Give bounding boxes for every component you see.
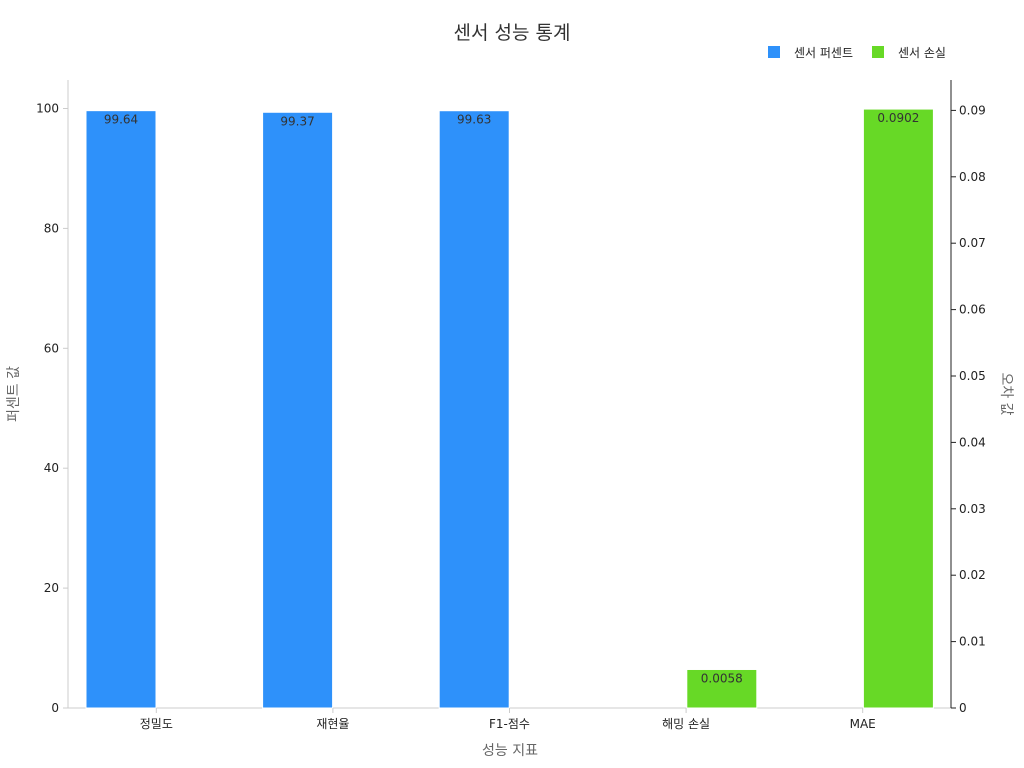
right-tick-label: 0.04 (959, 435, 986, 449)
legend-swatch-percent (768, 46, 780, 58)
bar-value-label: 99.37 (280, 114, 314, 128)
x-tick-label: 해밍 손실 (662, 717, 710, 731)
x-axis-title: 성능 지표 (482, 743, 538, 759)
x-axis-ticks: 정밀도 재현율 F1-점수 해밍 손실 MAE (140, 708, 876, 731)
bar-percent (262, 111, 334, 709)
legend-label-loss: 센서 손실 (898, 46, 946, 60)
bar-value-label: 0.0902 (877, 111, 919, 125)
right-tick-label: 0.06 (959, 303, 986, 317)
x-tick-label: 재현율 (316, 717, 349, 731)
left-tick-label: 60 (44, 341, 59, 355)
left-tick-label: 100 (36, 102, 59, 116)
bar-value-label: 99.63 (457, 113, 491, 127)
left-tick-label: 0 (51, 701, 59, 715)
bar-value-label: 0.0058 (701, 671, 743, 685)
right-tick-label: 0.03 (959, 502, 986, 516)
chart-title: 센서 성능 통계 (454, 22, 571, 44)
right-y-axis-title: 오차 값 (998, 372, 1014, 415)
right-tick-label: 0.01 (959, 635, 986, 649)
left-y-axis-ticks: 0 20 40 60 80 100 (36, 102, 68, 715)
left-tick-label: 40 (44, 461, 59, 475)
x-tick-label: F1-점수 (489, 717, 530, 731)
right-tick-label: 0.02 (959, 568, 986, 582)
bar-loss (862, 108, 934, 709)
x-tick-label: MAE (850, 717, 876, 731)
right-y-axis-ticks: 0 0.01 0.02 0.03 0.04 0.05 0.06 0.07 0.08 0.09 (951, 103, 986, 715)
legend-label-percent: 센서 퍼센트 (794, 46, 853, 60)
bar-percent (85, 110, 157, 709)
legend-swatch-loss (872, 46, 884, 58)
bar-value-label: 99.64 (104, 113, 138, 127)
right-tick-label: 0.09 (959, 103, 986, 117)
bar-loss (686, 668, 758, 709)
bar-labels: 99.64 99.37 99.63 0.0058 0.0902 (104, 111, 920, 685)
right-tick-label: 0 (959, 701, 967, 715)
legend: 센서 퍼센트 센서 손실 (768, 46, 946, 60)
x-tick-label: 정밀도 (140, 717, 173, 731)
left-tick-label: 80 (44, 221, 59, 235)
bars (85, 108, 934, 709)
right-tick-label: 0.07 (959, 236, 986, 250)
left-y-axis-title: 퍼센트 값 (6, 366, 22, 422)
bar-percent (438, 110, 510, 709)
right-tick-label: 0.08 (959, 170, 986, 184)
left-tick-label: 20 (44, 581, 59, 595)
right-tick-label: 0.05 (959, 369, 986, 383)
